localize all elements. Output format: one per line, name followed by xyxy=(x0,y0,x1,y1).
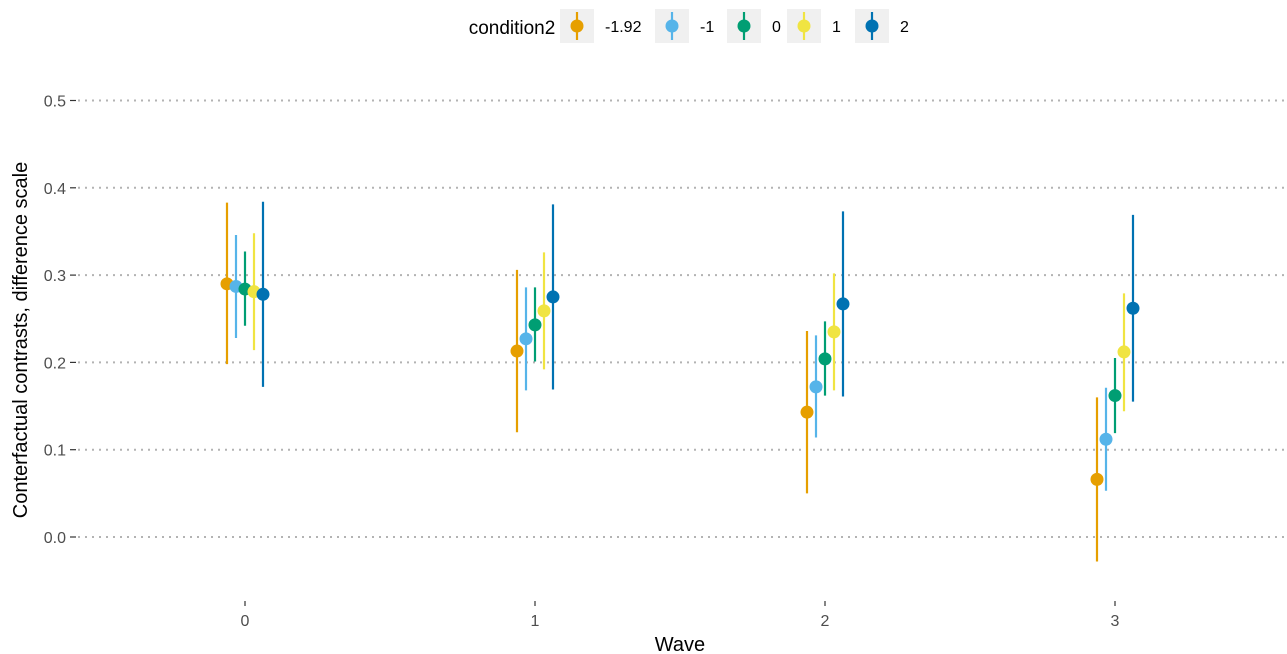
x-tick-label: 2 xyxy=(821,613,830,630)
legend-item--1.92: -1.92 xyxy=(560,9,642,43)
legend-label: 0 xyxy=(772,19,781,36)
data-point xyxy=(836,297,850,311)
y-tick-label: 0.3 xyxy=(44,268,66,285)
legend-items: -1.92 -1 0 1 2 xyxy=(560,9,909,43)
data-point xyxy=(827,325,841,339)
data-point xyxy=(510,344,524,358)
series--1 xyxy=(229,234,1113,491)
x-axis: 0 1 2 3 xyxy=(241,601,1120,630)
legend-key-point xyxy=(865,19,879,33)
data-point xyxy=(800,405,814,419)
y-tick-label: 0.5 xyxy=(44,94,66,111)
legend: condition2 -1.92 -1 0 1 2 xyxy=(469,9,909,43)
legend-key-point xyxy=(797,19,811,33)
series-1 xyxy=(247,233,1131,412)
series-layer xyxy=(220,201,1140,562)
legend-label: -1 xyxy=(700,19,714,36)
data-point xyxy=(1090,472,1104,486)
y-tick-label: 0.4 xyxy=(44,181,66,198)
legend-label: 1 xyxy=(832,19,841,36)
legend-key-point xyxy=(737,19,751,33)
legend-key-point xyxy=(570,19,584,33)
data-point xyxy=(1099,432,1113,446)
y-tick-label: 0.0 xyxy=(44,530,66,547)
data-point xyxy=(537,304,551,318)
legend-item-0: 0 xyxy=(727,9,781,43)
y-axis: 0.0 0.1 0.2 0.3 0.4 0.5 xyxy=(44,94,76,547)
series--1.92 xyxy=(220,202,1104,562)
y-tick-label: 0.1 xyxy=(44,443,66,460)
y-tick-label: 0.2 xyxy=(44,355,66,372)
legend-label: 2 xyxy=(900,19,909,36)
legend-title: condition2 xyxy=(469,18,556,39)
series-2 xyxy=(256,201,1140,402)
data-point xyxy=(1117,345,1131,359)
legend-label: -1.92 xyxy=(605,19,642,36)
x-tick-label: 1 xyxy=(531,613,540,630)
data-point xyxy=(519,332,533,346)
x-tick-label: 0 xyxy=(241,613,250,630)
legend-item-2: 2 xyxy=(855,9,909,43)
legend-key-point xyxy=(665,19,679,33)
legend-item-1: 1 xyxy=(787,9,841,43)
data-point xyxy=(528,318,542,332)
data-point xyxy=(818,352,832,366)
data-point xyxy=(256,287,270,301)
x-axis-label: Wave xyxy=(655,634,705,654)
data-point xyxy=(1126,301,1140,315)
data-point xyxy=(546,290,560,304)
x-tick-label: 3 xyxy=(1111,613,1120,630)
data-point xyxy=(809,380,823,394)
y-axis-label: Conterfactual contrasts, difference scal… xyxy=(10,162,32,518)
legend-item--1: -1 xyxy=(655,9,714,43)
data-point xyxy=(1108,389,1122,403)
series-0 xyxy=(238,251,1122,434)
